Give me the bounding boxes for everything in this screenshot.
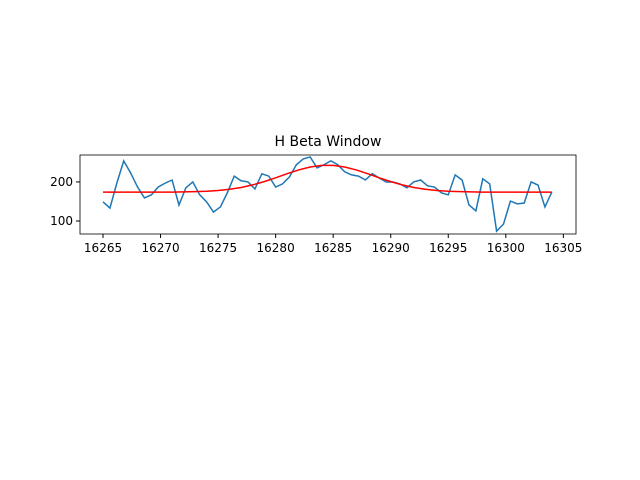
x-tick-label: 16270 <box>141 241 179 255</box>
x-tick-label: 16290 <box>372 241 410 255</box>
x-tick-label: 16280 <box>257 241 295 255</box>
line <box>103 164 552 193</box>
x-tick-label: 16285 <box>314 241 352 255</box>
x-tick-label: 16295 <box>429 241 467 255</box>
y-tick-label: 200 <box>50 175 73 189</box>
y-tick-label: 100 <box>50 214 73 228</box>
x-tick-label: 16275 <box>199 241 237 255</box>
x-tick-label: 16300 <box>487 241 525 255</box>
line <box>102 156 553 233</box>
x-tick-label: 16265 <box>84 241 122 255</box>
plot-frame <box>79 154 577 235</box>
chart-title: H Beta Window <box>275 134 382 150</box>
x-tick-label: 16305 <box>544 241 582 255</box>
